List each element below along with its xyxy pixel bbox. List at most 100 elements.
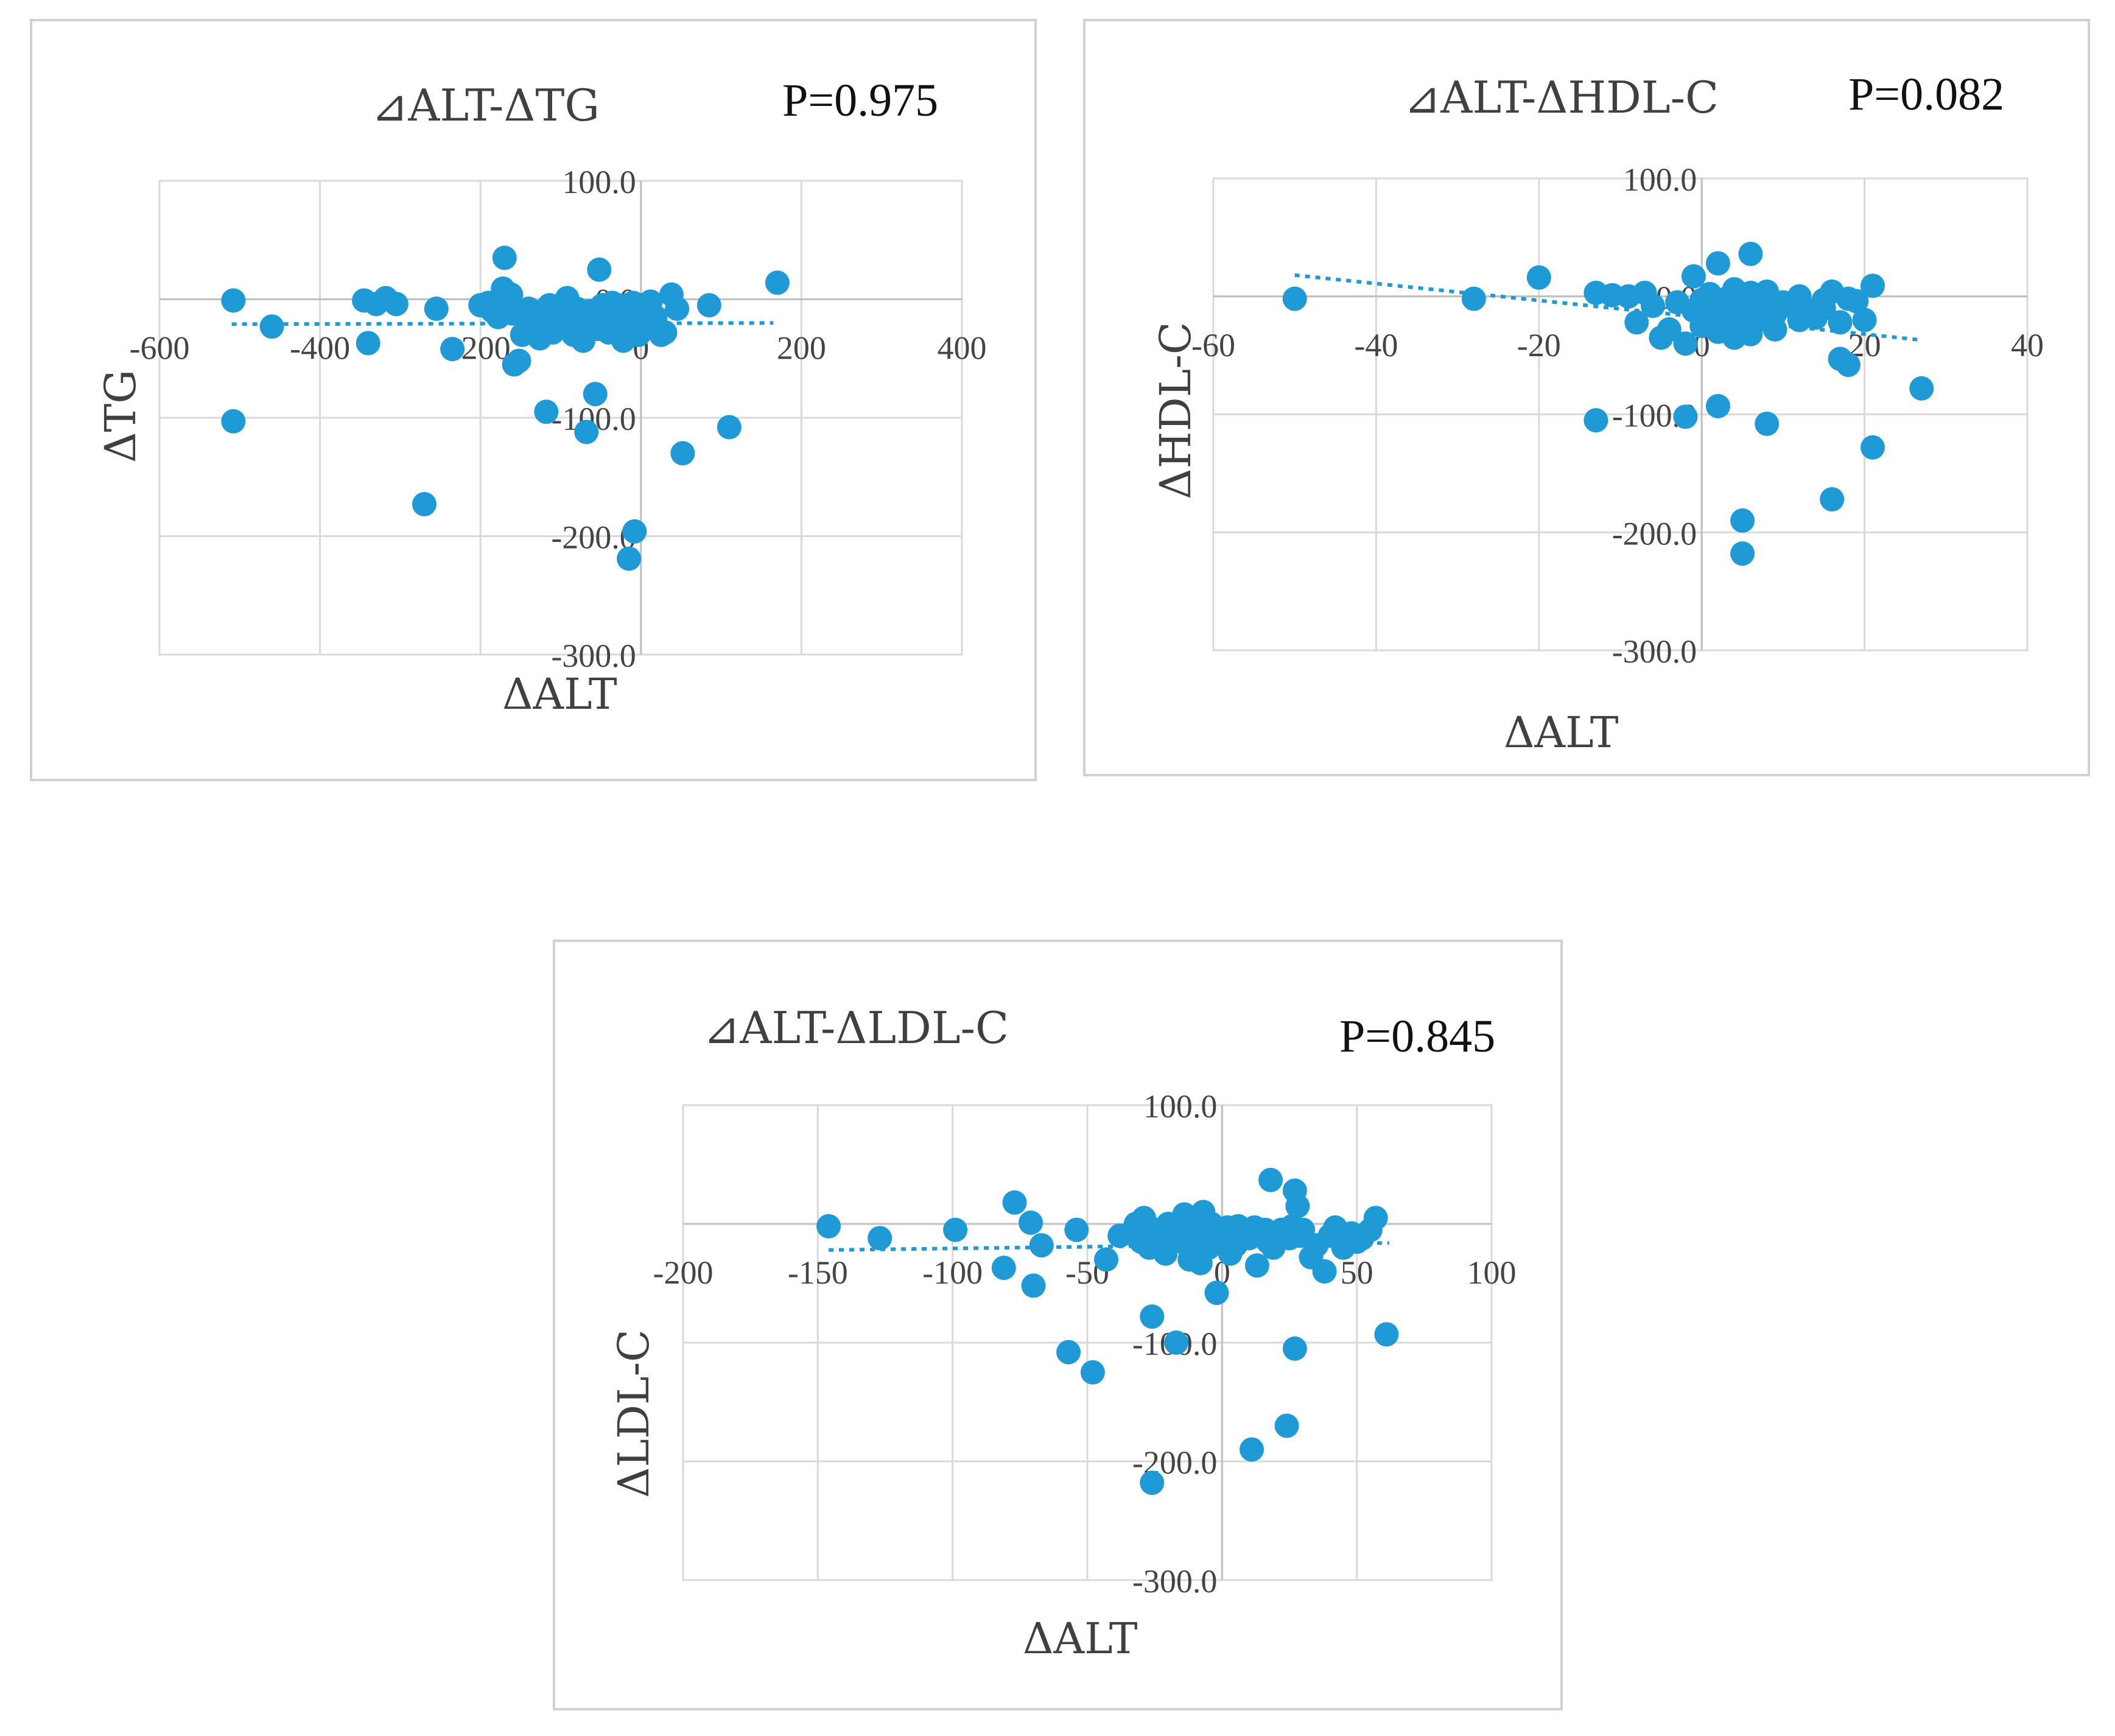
data-point — [1820, 487, 1845, 511]
data-point — [665, 297, 690, 322]
data-point — [356, 331, 381, 356]
data-point — [1909, 376, 1934, 401]
data-point — [1860, 435, 1885, 460]
data-point — [1584, 408, 1608, 433]
x-axis-label: ΔALT — [1504, 708, 1619, 757]
data-point — [622, 519, 647, 544]
plot-area: -600-400-2000200400100.00.0-100.0-200.0-… — [130, 164, 987, 674]
y-tick-label: -300.0 — [1612, 633, 1697, 670]
trendline — [231, 321, 774, 326]
data-point — [1204, 1281, 1229, 1306]
data-point — [1080, 1360, 1105, 1385]
data-point — [1374, 1322, 1399, 1347]
data-point — [1282, 1336, 1307, 1361]
p-value: P=0.082 — [1848, 69, 2004, 120]
data-point — [507, 348, 531, 373]
x-tick-label: -200 — [653, 1254, 714, 1291]
chart-title: ⊿ALT-ΔTG — [371, 80, 600, 131]
data-point — [1730, 508, 1755, 533]
data-point — [1244, 1253, 1269, 1278]
data-point — [1844, 289, 1869, 314]
data-point — [1673, 331, 1698, 356]
data-point — [492, 245, 517, 270]
data-point — [1021, 1273, 1046, 1298]
data-point — [1860, 273, 1885, 298]
x-tick-label: -400 — [290, 330, 350, 367]
data-point — [1640, 293, 1665, 318]
data-point — [1738, 242, 1763, 266]
x-tick-label: 400 — [938, 330, 987, 367]
data-point — [816, 1214, 841, 1239]
data-point — [991, 1256, 1016, 1281]
data-point — [574, 420, 599, 445]
data-point — [1240, 1437, 1264, 1462]
data-point — [1705, 393, 1730, 418]
data-point — [1002, 1190, 1027, 1215]
y-axis-label: ΔHDL-C — [1151, 322, 1201, 499]
data-point — [1019, 1211, 1043, 1235]
data-point — [1755, 412, 1780, 436]
data-point — [1282, 286, 1307, 311]
y-tick-label: 100.0 — [562, 164, 636, 200]
p-value: P=0.975 — [782, 75, 938, 126]
data-point — [1673, 404, 1698, 429]
data-point — [1285, 1193, 1310, 1218]
x-tick-label: -600 — [130, 330, 190, 367]
data-point — [1056, 1340, 1081, 1365]
x-tick-label: -100 — [922, 1254, 983, 1291]
data-point — [1164, 1330, 1189, 1355]
data-point — [412, 491, 437, 516]
data-point — [221, 288, 246, 313]
data-point — [617, 546, 642, 571]
data-point — [1624, 310, 1649, 335]
data-point — [670, 441, 695, 466]
data-point — [384, 292, 409, 317]
data-point — [1093, 1247, 1118, 1272]
data-point — [583, 382, 608, 407]
data-point — [1258, 1167, 1283, 1192]
y-tick-label: -300.0 — [1132, 1563, 1217, 1600]
x-tick-label: 40 — [2011, 327, 2044, 364]
data-point — [587, 257, 612, 282]
panel-alt-ldl: ⊿ALT-ΔLDL-C P=0.845 -200 -150 -100 -50 0 50 10… — [553, 940, 1563, 1710]
data-point — [1852, 307, 1877, 332]
y-tick-label: 100.0 — [1623, 161, 1697, 198]
data-point — [1064, 1217, 1089, 1242]
panel-alt-tg: ⊿ALT-ΔTG P=0.975 -600 -400 -200 0 200 400100.… — [30, 19, 1037, 781]
data-point — [696, 293, 721, 318]
x-axis-label: ΔALT — [502, 669, 617, 719]
trendline — [829, 1241, 1389, 1252]
y-axis-label: ΔTG — [96, 370, 146, 463]
x-tick-label: 50 — [1341, 1254, 1373, 1291]
y-tick-label: -300.0 — [551, 638, 636, 674]
panel-alt-hdl: ⊿ALT-ΔHDL-C P=0.082 -60-40-2002040100.00… — [1083, 19, 2090, 776]
x-tick-label: -40 — [1354, 327, 1398, 364]
data-point — [653, 320, 678, 345]
data-point — [1140, 1304, 1165, 1329]
x-tick-label: -60 — [1191, 327, 1235, 364]
chart-title: ⊿ALT-ΔHDL-C — [1404, 72, 1719, 123]
data-point — [1363, 1206, 1388, 1231]
data-point — [1681, 264, 1706, 289]
x-tick-label: -20 — [1517, 327, 1561, 364]
data-point — [1828, 310, 1853, 335]
x-axis-label: ΔALT — [1023, 1614, 1138, 1664]
data-point — [1836, 353, 1861, 378]
data-point — [440, 337, 465, 362]
data-point — [1461, 286, 1486, 311]
panel-frame — [1083, 19, 2090, 776]
data-point — [534, 399, 559, 424]
data-point — [1312, 1259, 1337, 1284]
data-point — [221, 409, 246, 434]
data-point — [765, 270, 790, 295]
x-tick-label: 100 — [1467, 1254, 1517, 1291]
data-point — [424, 297, 449, 322]
data-point — [259, 314, 284, 339]
data-point — [868, 1226, 893, 1251]
panel-frame — [30, 19, 1037, 781]
y-tick-label: 100.0 — [1143, 1088, 1218, 1125]
data-point — [1705, 251, 1730, 276]
data-point — [943, 1217, 968, 1242]
